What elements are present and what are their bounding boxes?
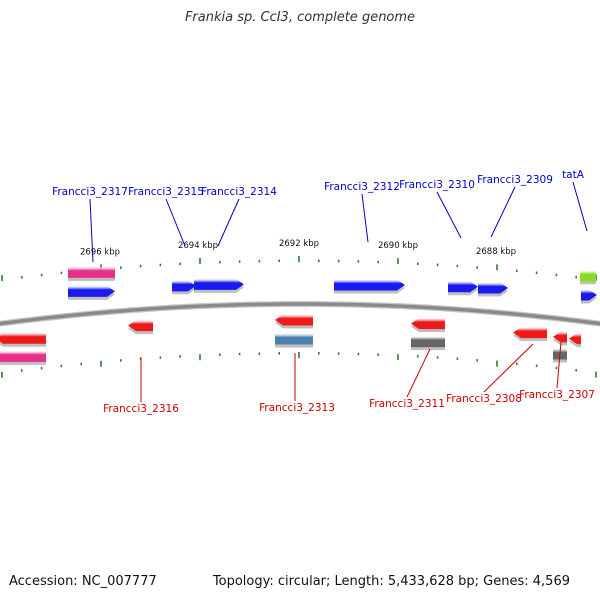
forward-gene-label: Francci3_2315 [128, 186, 204, 198]
scale-label: 2696 kbp [80, 248, 120, 258]
forward-label-leader [490, 186, 516, 238]
forward-gene-label: Francci3_2309 [477, 174, 553, 186]
forward-gene-label: Francci3_2310 [399, 179, 475, 191]
feature-tata-extra [580, 270, 596, 282]
forward-label-leader [572, 181, 588, 232]
reverse-label-leader [483, 343, 534, 393]
gene-left-edge [0, 332, 46, 344]
map-title: Frankia sp. CcI3, complete genome [184, 10, 416, 25]
forward-label-leader [436, 191, 462, 239]
gene-francci3-2307 [553, 331, 567, 343]
genome-backbone [0, 302, 600, 326]
gene-francci3-2317 [68, 285, 115, 297]
scale-label: 2688 kbp [476, 247, 516, 257]
reverse-gene-label: Francci3_2313 [259, 402, 335, 414]
forward-label-leader [361, 193, 369, 243]
reverse-gene-label: Francci3_2307 [519, 389, 595, 401]
forward-label-leader [89, 198, 94, 263]
genome-stats-text: Topology: circular; Length: 5,433,628 bp… [212, 574, 570, 589]
gene-francci3-2315 [172, 280, 196, 292]
gene-francci3-2310 [448, 281, 478, 293]
scale-label: 2690 kbp [378, 241, 418, 251]
accession-text: Accession: NC_007777 [9, 574, 157, 589]
feature-francci3-2311-extra [411, 336, 445, 348]
forward-gene-label: tatA [562, 169, 585, 181]
reverse-gene-label: Francci3_2308 [446, 393, 522, 405]
gene-francci3-2316 [128, 320, 153, 332]
gene-francci3-2311 [411, 318, 445, 330]
gene-francci3-2309 [478, 282, 508, 294]
gene-francci3-2312 [334, 279, 405, 291]
gene-francci3-2308 [513, 327, 547, 339]
gene-small-reverse [569, 333, 581, 345]
forward-label-leader [217, 198, 240, 247]
forward-gene-label: Francci3_2312 [324, 181, 400, 193]
gene-francci3-2314 [194, 278, 244, 290]
gene-francci3-2313 [275, 314, 313, 326]
scale-label: 2694 kbp [178, 241, 218, 251]
reverse-label-leader [556, 341, 562, 389]
forward-label-leader [165, 198, 186, 247]
reverse-label-leader [406, 348, 431, 398]
feature-francci3-2317-extra [68, 266, 115, 278]
feature-left-edge-extra [0, 350, 46, 362]
reverse-gene-label: Francci3_2311 [369, 398, 445, 410]
reverse-gene-label: Francci3_2316 [103, 403, 179, 415]
scale-label: 2692 kbp [279, 239, 319, 249]
feature-francci3-2313-extra [275, 333, 313, 345]
gene-tata [581, 289, 597, 301]
forward-gene-label: Francci3_2314 [201, 186, 277, 198]
forward-gene-label: Francci3_2317 [52, 186, 128, 198]
